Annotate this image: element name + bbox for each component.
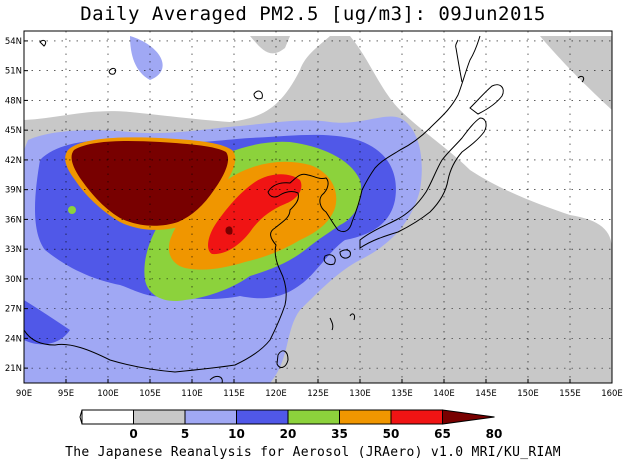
concentration-field <box>24 36 612 383</box>
level-35-50-region <box>68 206 76 214</box>
lon-tick-label: 125E <box>307 389 329 399</box>
level-10-20-region <box>130 36 163 80</box>
coastlines <box>24 35 585 383</box>
map-gridlines <box>24 31 612 383</box>
colorbar-segment <box>390 409 443 425</box>
lat-tick-label: 33N <box>5 245 22 255</box>
map-title: Daily Averaged PM2.5 [ug/m3]: 09Jun2015 <box>80 3 546 25</box>
colorbar-level-label: 35 <box>331 427 348 441</box>
lat-tick-label: 30N <box>5 275 22 285</box>
lon-tick-label: 160E <box>601 389 623 399</box>
lon-tick-label: 130E <box>349 389 371 399</box>
colorbar-segment <box>184 409 237 425</box>
lon-tick-label: 95E <box>58 389 74 399</box>
lon-tick-label: 145E <box>475 389 497 399</box>
colorbar: 0 5 10 20 35 50 65 80 <box>79 409 503 441</box>
level-20-35-region <box>24 300 70 345</box>
colorbar-level-label: 65 <box>434 427 451 441</box>
longitude-ticks: 90E 95E 100E 105E 110E 115E 120E 125E 130E 135E 14… <box>16 379 623 399</box>
lon-tick-label: 120E <box>265 389 287 399</box>
lon-tick-label: 155E <box>559 389 581 399</box>
colorbar-segment <box>339 409 392 425</box>
colorbar-level-label: 0 <box>129 427 137 441</box>
lon-tick-label: 140E <box>433 389 455 399</box>
colorbar-segment <box>287 409 340 425</box>
latitude-ticks: 21N 24N 27N 30N 33N 36N 39N 42N 45N 48N 51N 54N <box>5 37 28 374</box>
colorbar-level-label: 50 <box>383 427 400 441</box>
level-5-10-region <box>540 36 612 110</box>
lat-tick-label: 39N <box>5 186 22 196</box>
colorbar-segment <box>81 409 134 425</box>
lat-tick-label: 27N <box>5 305 22 315</box>
lat-tick-label: 24N <box>5 334 22 344</box>
lon-tick-label: 135E <box>391 389 413 399</box>
level-80-plus-region <box>71 140 229 226</box>
footer-credit: The Japanese Reanalysis for Aerosol (JRA… <box>65 445 561 460</box>
colorbar-level-label: 10 <box>228 427 245 441</box>
lat-tick-label: 42N <box>5 156 22 166</box>
lat-tick-label: 54N <box>5 37 22 47</box>
lon-tick-label: 105E <box>139 389 161 399</box>
colorbar-level-label: 5 <box>181 427 189 441</box>
lon-tick-label: 110E <box>181 389 203 399</box>
lon-tick-label: 115E <box>223 389 245 399</box>
lon-tick-label: 100E <box>97 389 119 399</box>
lon-tick-label: 150E <box>517 389 539 399</box>
colorbar-level-label: 20 <box>280 427 297 441</box>
lat-tick-label: 45N <box>5 126 22 136</box>
level-5-10-region <box>250 36 290 54</box>
colorbar-segment <box>133 409 186 425</box>
lat-tick-label: 21N <box>5 364 22 374</box>
lat-tick-label: 51N <box>5 67 22 77</box>
colorbar-right-arrow <box>442 409 495 425</box>
colorbar-level-label: 80 <box>486 427 503 441</box>
level-80-plus-region <box>225 226 233 235</box>
lon-tick-label: 90E <box>16 389 32 399</box>
lat-tick-label: 36N <box>5 215 22 225</box>
colorbar-segment <box>236 409 289 425</box>
lat-tick-label: 48N <box>5 96 22 106</box>
